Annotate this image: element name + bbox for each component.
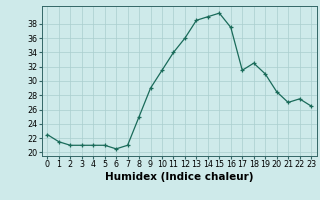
X-axis label: Humidex (Indice chaleur): Humidex (Indice chaleur) xyxy=(105,172,253,182)
